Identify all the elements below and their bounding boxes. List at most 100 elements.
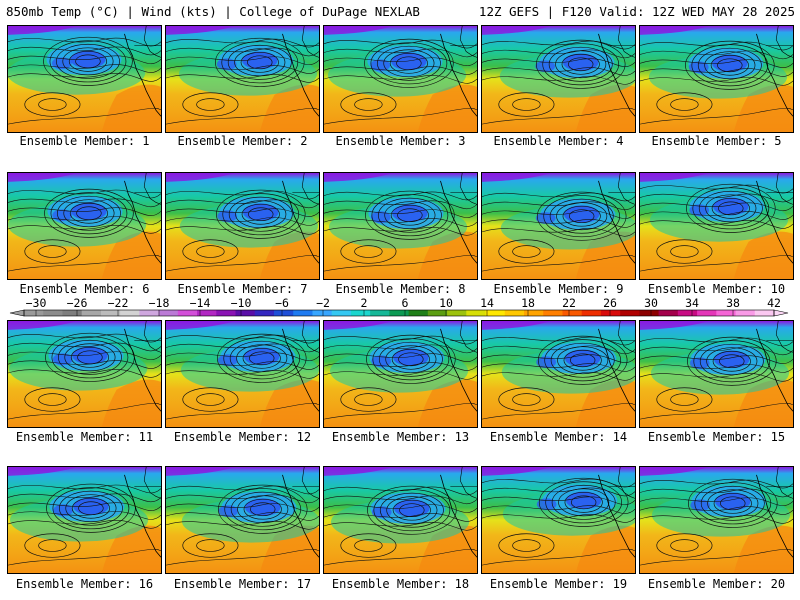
height-contour bbox=[57, 339, 122, 375]
arctic-region bbox=[8, 26, 78, 35]
colorbar-max-arrow bbox=[773, 309, 789, 317]
height-contour bbox=[482, 254, 635, 272]
high-contour bbox=[340, 387, 397, 412]
high-contour bbox=[656, 239, 713, 264]
height-contour bbox=[562, 205, 601, 227]
high-contour bbox=[196, 98, 225, 111]
height-contour bbox=[640, 497, 793, 506]
border-line bbox=[143, 26, 161, 58]
coastline bbox=[440, 474, 477, 558]
high-contour bbox=[512, 98, 541, 111]
header-valid-time: 12Z GEFS | F120 Valid: 12Z WED MAY 28 20… bbox=[478, 4, 795, 19]
height-contour bbox=[324, 344, 477, 354]
height-contour bbox=[8, 342, 161, 352]
map-graphic bbox=[166, 173, 319, 279]
ensemble-member-caption: Ensemble Member: 11 bbox=[15, 430, 154, 444]
height-contour bbox=[706, 347, 758, 376]
height-contour bbox=[8, 225, 161, 234]
height-contour bbox=[8, 73, 161, 82]
height-contour bbox=[542, 43, 620, 86]
ensemble-member-map bbox=[323, 320, 478, 428]
height-contour bbox=[8, 511, 161, 520]
height-contour bbox=[63, 199, 115, 228]
high-contour bbox=[24, 92, 81, 117]
height-contour bbox=[248, 207, 274, 222]
cold-core bbox=[393, 348, 429, 367]
height-contour bbox=[76, 206, 102, 221]
border-line bbox=[775, 467, 793, 499]
height-contour bbox=[8, 369, 161, 378]
height-contour bbox=[324, 504, 477, 513]
arctic-region bbox=[8, 321, 78, 330]
map-graphic bbox=[640, 26, 793, 132]
height-contour bbox=[58, 490, 123, 526]
height-contour bbox=[166, 548, 319, 566]
height-contour bbox=[640, 254, 793, 272]
height-contour bbox=[8, 548, 161, 566]
arctic-region bbox=[482, 321, 552, 330]
cold-pocket bbox=[371, 355, 392, 368]
height-contour bbox=[640, 548, 793, 566]
height-contour bbox=[243, 498, 282, 520]
height-contour bbox=[166, 65, 319, 74]
coastline bbox=[440, 328, 477, 412]
height-contour bbox=[166, 74, 319, 83]
colorbar-graphic: −30 −26 −22 −18 −14 −10 −6 −2 2 6 10 14 18 22 26 30 34 38… bbox=[9, 298, 789, 317]
border-line bbox=[459, 467, 477, 499]
height-contour bbox=[640, 77, 793, 86]
height-contour bbox=[398, 352, 424, 367]
height-contour bbox=[569, 353, 596, 368]
cold-pocket bbox=[218, 505, 239, 518]
map-graphic bbox=[324, 321, 477, 427]
height-contour bbox=[56, 43, 120, 79]
height-contour bbox=[228, 196, 293, 232]
height-contour bbox=[250, 502, 276, 517]
height-contour bbox=[324, 57, 477, 66]
colorbar-swatch bbox=[716, 310, 737, 316]
cold-core bbox=[392, 204, 428, 223]
height-contour bbox=[324, 335, 477, 345]
colorbar-tick-label: 14 bbox=[480, 298, 494, 310]
high-contour bbox=[182, 533, 239, 558]
arctic-region bbox=[8, 467, 78, 476]
high-contour bbox=[182, 387, 239, 412]
cold-core bbox=[391, 52, 427, 71]
arctic-region bbox=[640, 173, 710, 182]
height-contour bbox=[46, 483, 136, 533]
border-line bbox=[301, 321, 319, 353]
height-contour bbox=[249, 351, 275, 366]
colorbar-swatch bbox=[331, 310, 352, 316]
colorbar-swatch bbox=[658, 310, 679, 316]
cold-pocket bbox=[51, 57, 72, 70]
height-contour bbox=[70, 346, 110, 368]
colorbar-tick-label: 38 bbox=[726, 298, 740, 310]
colorbar-tick-label: 34 bbox=[685, 298, 699, 310]
ensemble-member-map bbox=[323, 466, 478, 574]
height-contour bbox=[166, 217, 319, 226]
high-contour bbox=[196, 393, 225, 406]
map-graphic bbox=[482, 321, 635, 427]
ensemble-member-map bbox=[7, 320, 162, 428]
height-contour bbox=[693, 340, 771, 383]
height-contour bbox=[482, 336, 635, 346]
warm-region bbox=[733, 525, 793, 573]
height-contour bbox=[482, 107, 635, 125]
high-contour bbox=[24, 387, 81, 412]
height-contour bbox=[640, 479, 793, 489]
map-graphic bbox=[640, 467, 793, 573]
height-contour bbox=[564, 491, 603, 513]
height-contour bbox=[386, 496, 438, 525]
border-line bbox=[459, 173, 477, 205]
height-contour bbox=[166, 107, 319, 125]
height-contour bbox=[537, 335, 628, 385]
height-contour bbox=[563, 349, 602, 371]
height-contour bbox=[324, 486, 477, 496]
height-contour bbox=[324, 48, 477, 58]
colorbar-swatch bbox=[466, 310, 487, 316]
height-contour bbox=[215, 37, 305, 87]
colorbar-swatch bbox=[100, 310, 121, 316]
ensemble-member-caption: Ensemble Member: 15 bbox=[647, 430, 786, 444]
border-line bbox=[617, 173, 635, 205]
border-line bbox=[617, 467, 635, 499]
ensemble-member-map bbox=[481, 172, 636, 280]
